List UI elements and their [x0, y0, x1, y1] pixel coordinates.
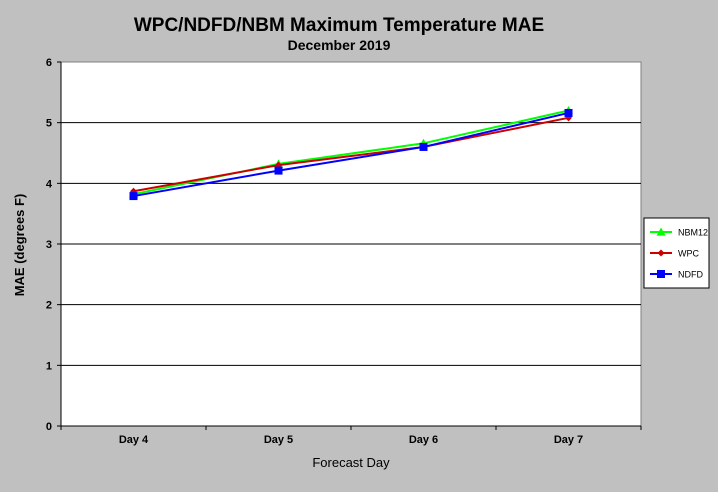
data-point-ndfd [274, 166, 283, 175]
y-tick-label: 4 [46, 178, 53, 190]
x-tick-label: Day 6 [409, 434, 438, 446]
y-tick-label: 6 [46, 57, 52, 69]
legend-label-wpc: WPC [678, 249, 699, 259]
chart-title: WPC/NDFD/NBM Maximum Temperature MAE [134, 15, 544, 36]
data-point-ndfd [564, 108, 573, 117]
data-series [129, 106, 573, 201]
legend-marker-wpc [657, 249, 665, 257]
data-point-ndfd [419, 142, 428, 151]
y-tick-label: 5 [46, 118, 52, 130]
chart-subtitle: December 2019 [288, 37, 391, 53]
x-tick-label: Day 5 [264, 434, 293, 446]
legend-marker-ndfd [657, 270, 665, 278]
legend-label-ndfd: NDFD [678, 270, 703, 280]
legend: NBM12 WPC NDFD [643, 217, 710, 289]
y-tick-label: 1 [46, 360, 52, 372]
y-axis-label: MAE (degrees F) [12, 194, 27, 297]
x-tick-label: Day 7 [554, 434, 583, 446]
series-line-ndfd [133, 111, 569, 198]
y-tick-label: 3 [46, 239, 52, 251]
x-tick-label: Day 4 [119, 434, 149, 446]
legend-label-nbm12: NBM12 [678, 228, 708, 238]
y-tick-label: 0 [46, 421, 52, 433]
x-axis-label: Forecast Day [312, 455, 390, 470]
y-tick-label: 2 [46, 300, 52, 312]
data-point-ndfd [129, 192, 138, 201]
legend-marker-nbm12 [656, 227, 666, 236]
axes: 0 1 2 3 4 5 6 Day 4 Day 5 Day 6 Day 7 [46, 57, 642, 446]
series-line-wpc [133, 116, 569, 193]
